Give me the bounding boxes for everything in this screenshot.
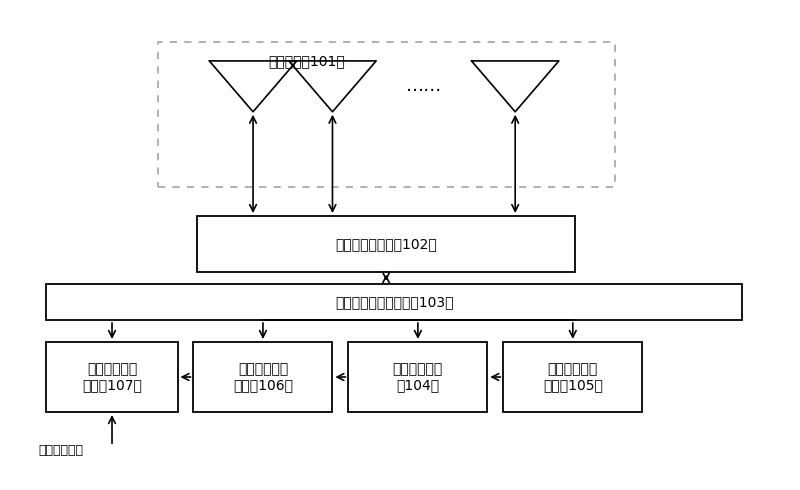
Bar [194, 342, 333, 412]
Text: 天线阵列（101）: 天线阵列（101） [268, 54, 345, 68]
Bar [198, 216, 574, 271]
Text: 赋形权值生成
单元（106）: 赋形权值生成 单元（106） [233, 362, 293, 392]
Bar [46, 342, 178, 412]
Text: 多通道收发信机单元（103）: 多通道收发信机单元（103） [334, 295, 454, 309]
Bar [158, 42, 614, 187]
Text: 下行基带数据: 下行基带数据 [38, 444, 83, 457]
Text: 下行波束赋形
单元（107）: 下行波束赋形 单元（107） [82, 362, 142, 392]
Bar [348, 342, 487, 412]
Text: 上行基带处理
单元（105）: 上行基带处理 单元（105） [543, 362, 602, 392]
Text: 信道估计单元
（104）: 信道估计单元 （104） [393, 362, 443, 392]
Bar [503, 342, 642, 412]
Text: 多通道放大单元（102）: 多通道放大单元（102） [335, 237, 437, 251]
Bar [46, 284, 742, 320]
Text: ……: …… [406, 77, 442, 95]
